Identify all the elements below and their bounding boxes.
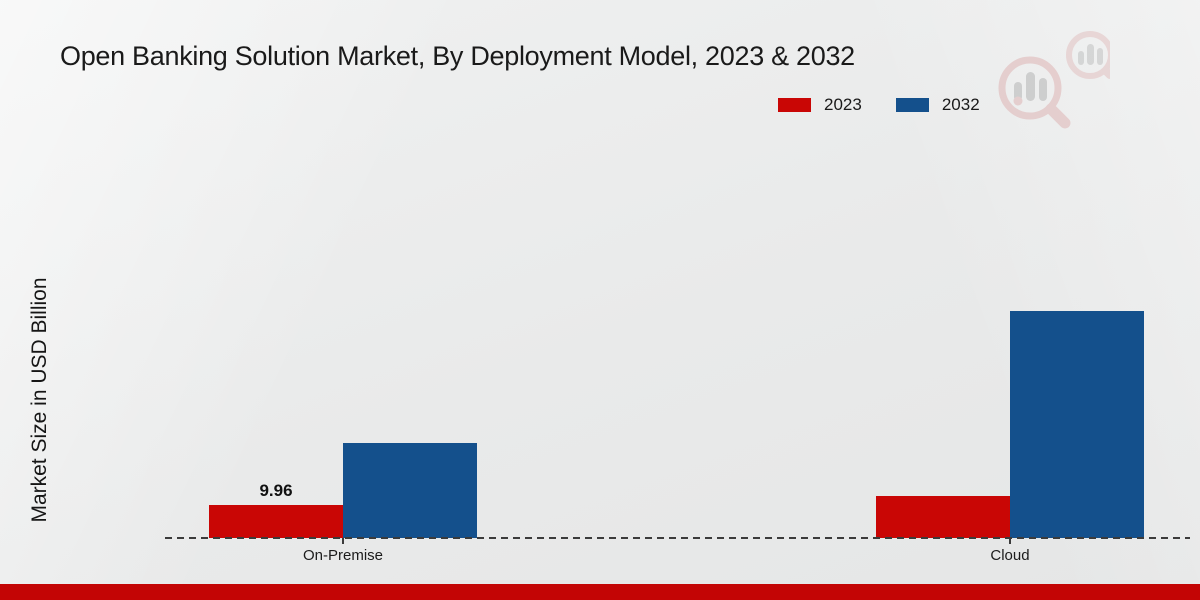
bar-value-label: 9.96 (259, 480, 293, 500)
x-axis-tick (1009, 538, 1011, 544)
magnifier-bar-chart-logo-icon (998, 31, 1110, 129)
bar-on-premise-2023 (209, 504, 343, 538)
legend-label-2032: 2032 (941, 95, 980, 114)
chart-title: Open Banking Solution Market, By Deploym… (60, 41, 855, 71)
legend-item-2023: 2023 (778, 95, 862, 115)
footer-accent-bar (0, 584, 1200, 600)
x-axis-baseline (165, 537, 1190, 539)
bar-cloud-2023 (876, 495, 1010, 538)
x-axis-tick (342, 538, 344, 544)
legend-swatch-2023 (778, 98, 811, 112)
x-axis-category-label: On-Premise (302, 547, 384, 564)
x-axis-category-label: Cloud (990, 547, 1030, 564)
legend: 2023 2032 (778, 94, 980, 116)
bar-on-premise-2032 (343, 442, 477, 538)
legend-swatch-2032 (895, 98, 929, 112)
legend-label-2023: 2023 (824, 95, 862, 114)
legend-item-2032: 2032 (895, 95, 980, 115)
bar-cloud-2032 (1010, 311, 1144, 538)
